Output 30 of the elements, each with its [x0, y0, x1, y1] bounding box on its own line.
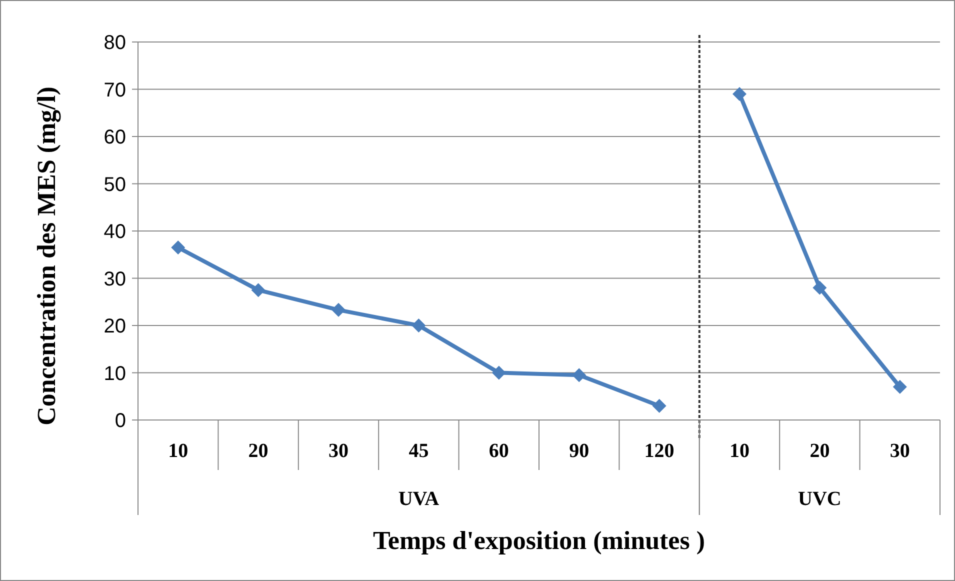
x-tick-label: 90	[569, 440, 590, 462]
y-tick-label: 0	[114, 410, 126, 432]
text: Temps d'exposition (minutes )	[372, 526, 706, 556]
y-tick-label: 40	[104, 221, 126, 243]
point	[332, 302, 346, 317]
y-tick-label: 70	[104, 79, 126, 102]
y-tick-label: 50	[104, 174, 126, 196]
x-tick-label: 20	[810, 440, 830, 462]
y-tick-label: 30	[104, 268, 126, 290]
x-tick-label: 120	[644, 440, 674, 462]
y-tick-label: 60	[104, 126, 126, 148]
x-axis-title: UVA	[398, 488, 440, 510]
x-tick-label: 45	[408, 440, 429, 462]
x-tick-label: 60	[488, 440, 509, 462]
y-tick-label: 80	[104, 32, 126, 54]
x-tick-label: 10	[730, 440, 750, 462]
y-tick-label: 10	[104, 362, 126, 385]
x-tick-label: 20	[248, 440, 268, 462]
point	[251, 283, 266, 298]
point	[572, 368, 586, 382]
y-tick-label: 20	[104, 316, 126, 338]
point	[492, 366, 506, 380]
y-axis-title: Concentration des MES (mg/l)	[32, 86, 61, 426]
point	[652, 398, 666, 413]
x-tick-label: 30	[890, 440, 910, 462]
x-axis-title: UVC	[798, 488, 842, 510]
x-tick-label: 30	[328, 440, 348, 462]
x-tick-label: 10	[168, 440, 188, 462]
point	[171, 240, 186, 255]
point	[412, 318, 426, 332]
